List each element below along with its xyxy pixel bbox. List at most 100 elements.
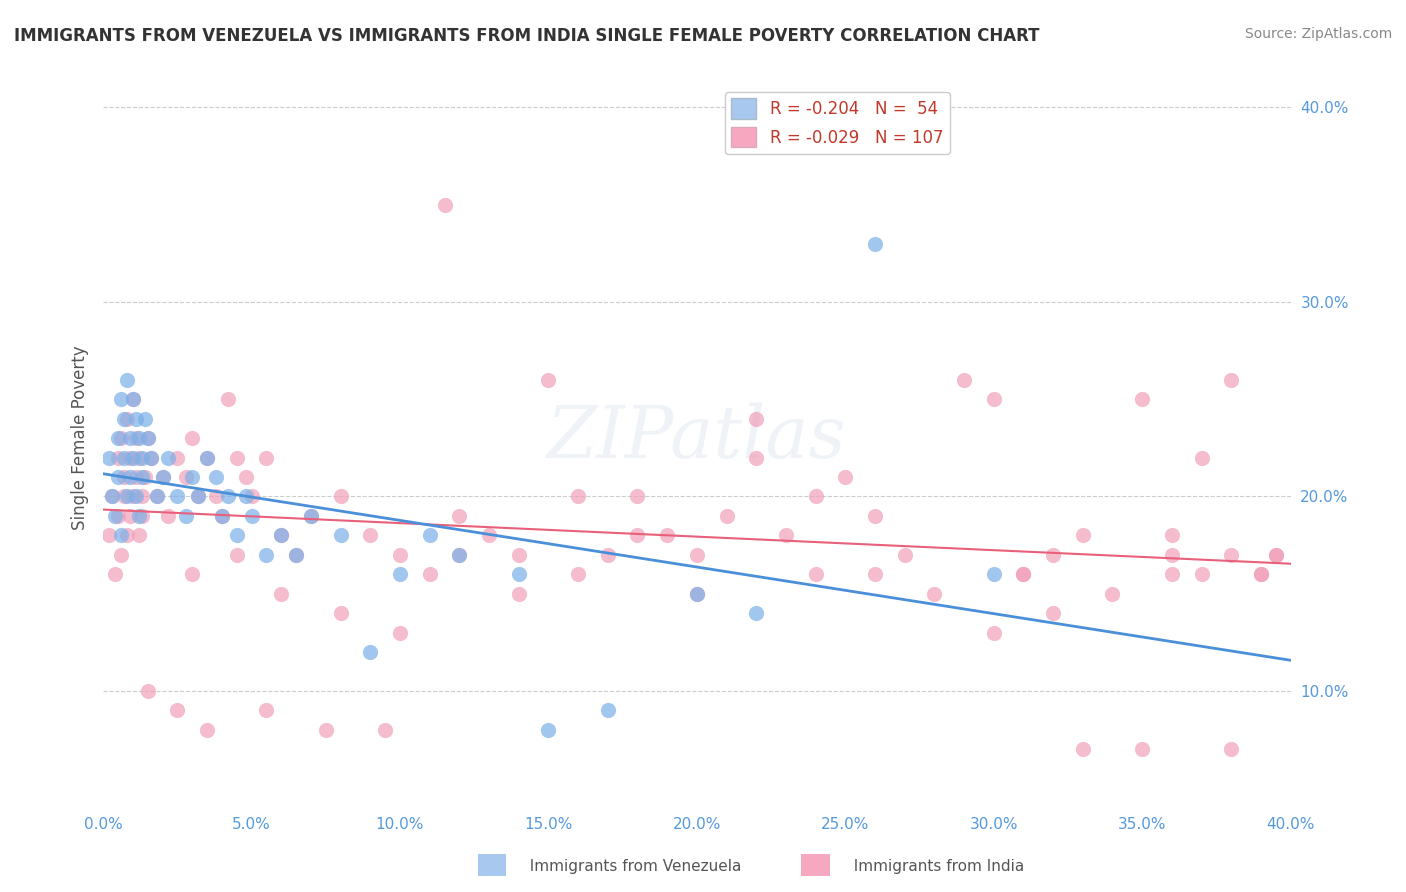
- Point: [1191, 450, 1213, 465]
- Point: [285, 548, 308, 562]
- Text: ZIPatlas: ZIPatlas: [547, 403, 846, 474]
- Point: [1130, 392, 1153, 407]
- Point: [112, 470, 135, 484]
- Point: [157, 450, 180, 465]
- Point: [775, 528, 797, 542]
- Point: [145, 490, 167, 504]
- Point: [121, 450, 143, 465]
- Point: [1264, 548, 1286, 562]
- Point: [270, 528, 292, 542]
- Point: [205, 490, 228, 504]
- Text: Immigrants from India: Immigrants from India: [844, 859, 1024, 874]
- Point: [508, 567, 530, 582]
- Point: [1071, 528, 1094, 542]
- Point: [1042, 548, 1064, 562]
- Point: [115, 411, 138, 425]
- Point: [125, 431, 148, 445]
- Point: [374, 723, 396, 737]
- Point: [187, 490, 209, 504]
- Point: [1191, 567, 1213, 582]
- Point: [254, 450, 277, 465]
- Point: [134, 411, 156, 425]
- Point: [187, 490, 209, 504]
- Point: [110, 392, 132, 407]
- Point: [98, 450, 121, 465]
- Point: [110, 431, 132, 445]
- Point: [953, 373, 976, 387]
- Point: [174, 508, 197, 523]
- Point: [118, 470, 141, 484]
- Point: [139, 450, 162, 465]
- Point: [104, 567, 127, 582]
- Point: [101, 490, 124, 504]
- Point: [115, 528, 138, 542]
- Point: [235, 490, 257, 504]
- Point: [118, 508, 141, 523]
- Point: [152, 470, 174, 484]
- Point: [128, 431, 150, 445]
- Point: [225, 528, 247, 542]
- Text: Source: ZipAtlas.com: Source: ZipAtlas.com: [1244, 27, 1392, 41]
- Point: [98, 528, 121, 542]
- Point: [195, 723, 218, 737]
- Point: [136, 431, 159, 445]
- Point: [136, 684, 159, 698]
- Point: [270, 587, 292, 601]
- Y-axis label: Single Female Poverty: Single Female Poverty: [72, 346, 89, 531]
- Point: [686, 548, 709, 562]
- Point: [285, 548, 308, 562]
- Point: [1130, 742, 1153, 756]
- Point: [1012, 567, 1035, 582]
- Point: [686, 587, 709, 601]
- Point: [1160, 548, 1182, 562]
- Point: [118, 450, 141, 465]
- Point: [101, 490, 124, 504]
- Point: [419, 567, 441, 582]
- Point: [716, 508, 738, 523]
- Point: [270, 528, 292, 542]
- Point: [195, 450, 218, 465]
- Point: [1220, 742, 1243, 756]
- Point: [174, 470, 197, 484]
- Point: [686, 587, 709, 601]
- Point: [478, 528, 501, 542]
- Point: [112, 490, 135, 504]
- Text: IMMIGRANTS FROM VENEZUELA VS IMMIGRANTS FROM INDIA SINGLE FEMALE POVERTY CORRELA: IMMIGRANTS FROM VENEZUELA VS IMMIGRANTS …: [14, 27, 1039, 45]
- Point: [181, 470, 204, 484]
- Point: [388, 625, 411, 640]
- Point: [596, 703, 619, 717]
- Point: [449, 548, 471, 562]
- Point: [118, 431, 141, 445]
- Point: [107, 450, 129, 465]
- Text: Immigrants from Venezuela: Immigrants from Venezuela: [520, 859, 741, 874]
- Point: [217, 490, 239, 504]
- Point: [596, 548, 619, 562]
- Point: [508, 587, 530, 601]
- Point: [240, 508, 263, 523]
- Point: [567, 490, 589, 504]
- Point: [1160, 528, 1182, 542]
- Point: [388, 548, 411, 562]
- Point: [299, 508, 322, 523]
- Point: [121, 392, 143, 407]
- Point: [1101, 587, 1123, 601]
- Point: [235, 470, 257, 484]
- Point: [240, 490, 263, 504]
- Point: [804, 490, 827, 504]
- Point: [433, 197, 456, 211]
- Point: [983, 625, 1005, 640]
- Point: [211, 508, 233, 523]
- Point: [1012, 567, 1035, 582]
- Point: [104, 508, 127, 523]
- Point: [131, 470, 153, 484]
- Point: [508, 548, 530, 562]
- Point: [205, 470, 228, 484]
- Point: [134, 470, 156, 484]
- Point: [329, 490, 352, 504]
- Point: [449, 548, 471, 562]
- Point: [893, 548, 915, 562]
- Point: [121, 490, 143, 504]
- Point: [359, 645, 381, 659]
- Point: [1220, 548, 1243, 562]
- Point: [139, 450, 162, 465]
